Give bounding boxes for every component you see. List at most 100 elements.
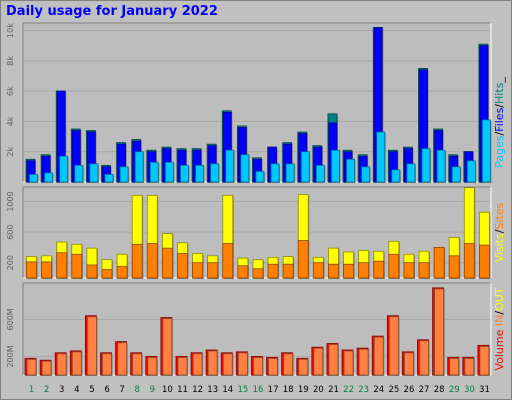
volume-bar-in — [449, 357, 460, 376]
x-tick-label: 2 — [44, 385, 49, 395]
pages-bar — [225, 149, 235, 183]
pages-bar — [285, 163, 295, 183]
sites-bar — [388, 253, 400, 279]
pages-bar — [240, 154, 250, 183]
volume-bar-in — [192, 353, 203, 376]
x-tick-label: 7 — [119, 385, 124, 395]
x-tick-label: 22 — [343, 385, 354, 395]
legend-volume-part: IN — [493, 315, 506, 326]
volume-bar-in — [283, 353, 294, 376]
sites-bar — [192, 262, 203, 279]
x-tick-label: 27 — [419, 385, 430, 395]
pages-bar — [255, 170, 265, 183]
y-tick-label: 1000 — [6, 191, 15, 211]
volume-bar-in — [162, 318, 173, 376]
pages-bar — [164, 161, 174, 183]
x-tick-label: 16 — [253, 385, 264, 395]
sites-bar — [86, 264, 98, 279]
volume-bar-in — [237, 352, 248, 376]
sites-bar — [282, 263, 294, 279]
sites-bar — [403, 262, 415, 279]
pages-bar — [315, 164, 325, 183]
x-tick-label: 14 — [222, 385, 233, 395]
pages-bar — [436, 149, 446, 183]
x-tick-label: 29 — [449, 385, 460, 395]
x-tick-label: 1 — [29, 385, 34, 395]
volume-bar-in — [404, 352, 414, 376]
volume-bar-in — [419, 340, 429, 376]
volume-bar-in — [117, 342, 127, 376]
sites-bar — [161, 247, 173, 279]
pages-bar — [149, 161, 159, 183]
volume-bar-in — [298, 358, 309, 376]
pages-bar — [391, 169, 401, 183]
x-tick-label: 6 — [104, 385, 109, 395]
volume-bar-in — [434, 288, 445, 376]
sites-bar — [328, 263, 339, 279]
x-tick-label: 12 — [192, 385, 203, 395]
legend-volume-part: Volume — [493, 329, 506, 370]
sites-bar — [358, 262, 370, 279]
volume-bar-in — [328, 344, 339, 376]
sites-bar — [252, 268, 264, 279]
pages-bar — [406, 163, 416, 183]
y-tick-label: 600M — [6, 308, 15, 330]
x-tick-label: 20 — [313, 385, 324, 395]
sites-bar — [41, 261, 52, 279]
volume-bar-in — [464, 357, 475, 376]
volume-bar-in — [147, 357, 158, 376]
x-tick-label: 15 — [237, 385, 248, 395]
volume-bar-in — [207, 350, 218, 376]
legend-pages-files-hits-part: _ — [493, 77, 506, 84]
x-tick-label: 13 — [207, 385, 218, 395]
legend-pages-files-hits-part: Files — [493, 107, 506, 131]
y-tick-label: 600 — [6, 224, 15, 239]
volume-bar-in — [479, 345, 490, 376]
sites-bar — [116, 266, 128, 279]
volume-bar-in — [132, 353, 143, 376]
legend-pages-files-hits-part: / — [493, 104, 506, 108]
legend-volume-part: OUT — [493, 287, 506, 311]
sites-bar — [207, 262, 219, 279]
pages-bar — [361, 166, 371, 183]
x-tick-label: 30 — [464, 385, 475, 395]
sites-bar — [433, 246, 445, 279]
pages-bar — [104, 174, 114, 183]
legend-visits-sites: Visits/Sites — [493, 202, 506, 262]
x-tick-label: 31 — [479, 385, 490, 395]
volume-bar-in — [373, 336, 384, 376]
sites-bar — [146, 243, 158, 279]
volume-bar-in — [268, 357, 278, 376]
pages-bar — [270, 163, 280, 183]
sites-bar — [297, 240, 309, 279]
x-tick-label: 5 — [89, 385, 94, 395]
sites-bar — [131, 243, 143, 279]
pages-bar — [89, 163, 99, 183]
volume-bar-in — [71, 351, 82, 376]
legend-pages-files-hits-part: / — [493, 132, 506, 136]
pages-bar — [29, 174, 38, 183]
volume-bar-in — [313, 347, 324, 376]
legend-volume: Volume IN/OUT — [493, 287, 506, 370]
pages-bar — [210, 163, 220, 183]
y-tick-label: 4k — [6, 116, 15, 126]
pages-bar — [134, 151, 144, 183]
pages-bar — [59, 155, 69, 183]
y-tick-label: 200M — [6, 345, 15, 367]
x-tick-label: 28 — [434, 385, 445, 395]
pages-bar — [346, 158, 355, 183]
volume-bar-in — [222, 353, 233, 376]
sites-bar — [418, 262, 430, 279]
x-tick-label: 21 — [328, 385, 339, 395]
x-tick-label: 26 — [404, 385, 415, 395]
sites-bar — [373, 260, 385, 279]
x-tick-label: 9 — [150, 385, 155, 395]
legend-volume-part: / — [493, 311, 506, 315]
pages-bar — [195, 164, 204, 183]
x-tick-label: 3 — [59, 385, 64, 395]
x-tick-label: 23 — [358, 385, 369, 395]
volume-bar-in — [253, 357, 263, 376]
volume-bar-in — [41, 360, 52, 376]
